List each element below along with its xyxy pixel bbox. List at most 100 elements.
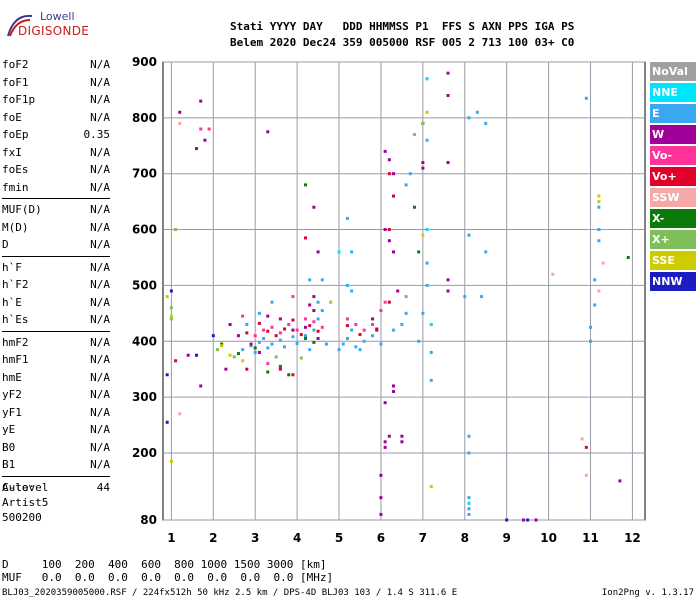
x-tick-label: 11: [582, 531, 599, 545]
divider: [2, 330, 110, 332]
digisonde-logo: Lowell DIGISONDE: [4, 6, 104, 46]
data-point: [345, 216, 349, 220]
y-tick-label: 80: [140, 513, 157, 527]
data-point: [266, 346, 270, 350]
data-point: [421, 311, 425, 315]
data-point: [320, 309, 324, 313]
data-point: [199, 127, 203, 131]
data-point: [429, 484, 433, 488]
data-point: [589, 325, 593, 329]
data-point: [337, 348, 341, 352]
parameter-row: hmE N/A: [2, 369, 110, 387]
parameter-row: hmF1 N/A: [2, 351, 110, 369]
parameter-value: N/A: [90, 295, 110, 309]
divider: [2, 198, 110, 199]
data-point: [257, 321, 261, 325]
data-point: [484, 121, 488, 125]
autoscale-line-1: Auto:: [2, 481, 36, 494]
parameter-group-frequencies: foF2 N/A foF1 N/A foF1p N/A foE N/A foEp 0.35 fxI N…: [2, 56, 110, 196]
x-tick-label: 6: [377, 531, 385, 545]
data-point: [220, 344, 224, 348]
data-point: [266, 314, 270, 318]
x-tick-label: 1: [167, 531, 175, 545]
data-point: [387, 158, 391, 162]
data-point: [383, 300, 387, 304]
data-point: [362, 328, 366, 332]
data-point: [312, 295, 316, 299]
data-point: [593, 303, 597, 307]
legend: NoVal NNE E W Vo- Vo+ SSW X- X+ SSE NNW: [650, 62, 696, 293]
y-tick-label: 500: [132, 278, 157, 292]
parameter-value: N/A: [90, 423, 110, 436]
parameter-name: h`F: [2, 260, 22, 274]
data-point: [408, 172, 412, 176]
data-point: [446, 94, 450, 98]
data-point: [597, 205, 601, 209]
data-point: [291, 373, 295, 377]
parameter-row: yF1 N/A: [2, 404, 110, 422]
y-tick-label: 400: [132, 334, 157, 348]
parameter-name: foEp: [2, 128, 29, 141]
x-tick-label: 3: [251, 531, 259, 545]
data-point: [429, 350, 433, 354]
parameter-row: foEp 0.35: [2, 126, 110, 144]
data-point: [291, 318, 295, 322]
parameter-name: hmE: [2, 370, 22, 384]
data-point: [199, 384, 203, 388]
data-point: [287, 373, 291, 377]
parameter-name: MUF(D): [2, 203, 42, 216]
data-point: [278, 364, 282, 368]
parameter-row: h`E N/A: [2, 294, 110, 312]
data-point: [345, 283, 349, 287]
data-point: [345, 317, 349, 321]
data-point: [270, 300, 274, 304]
data-point: [387, 228, 391, 232]
divider: [2, 475, 110, 477]
parameter-row: yE N/A: [2, 421, 110, 439]
parameter-name: yF2: [2, 388, 22, 401]
data-point: [169, 289, 173, 293]
data-point: [392, 384, 396, 388]
data-point: [249, 342, 253, 346]
data-point: [241, 359, 245, 363]
data-point: [421, 233, 425, 237]
parameter-name: hmF1: [2, 353, 29, 366]
parameter-name: yF1: [2, 405, 22, 419]
data-point: [320, 278, 324, 282]
parameter-value: N/A: [90, 220, 110, 234]
data-point: [304, 183, 308, 187]
legend-item: Vo-: [650, 146, 696, 165]
data-point: [383, 228, 387, 232]
data-point: [467, 116, 471, 120]
data-point: [186, 353, 190, 357]
data-point: [383, 445, 387, 449]
data-point: [467, 512, 471, 516]
parameter-row: foF1p N/A: [2, 91, 110, 109]
data-point: [350, 289, 354, 293]
distance-row: D 100 200 400 600 800 1000 1500 3000 [km…: [2, 558, 327, 571]
data-point: [425, 283, 429, 287]
data-point: [241, 314, 245, 318]
data-point: [174, 359, 178, 363]
data-point: [169, 459, 173, 463]
data-point: [178, 412, 182, 416]
data-point: [392, 172, 396, 176]
legend-item: X-: [650, 209, 696, 228]
data-point: [169, 317, 173, 321]
data-point: [245, 367, 249, 371]
data-point: [262, 336, 266, 340]
data-point: [371, 317, 375, 321]
ionogram-chart: 1 2 3 4 5 6 7 8 9 10 11 128020030040050060070080090…: [132, 55, 646, 545]
data-point: [626, 255, 630, 259]
data-point: [400, 323, 404, 327]
legend-item: NoVal: [650, 62, 696, 81]
parameter-row: MUF(D) N/A: [2, 201, 110, 219]
data-point: [316, 336, 320, 340]
data-point: [178, 121, 182, 125]
data-point: [195, 147, 199, 151]
data-point: [463, 295, 467, 299]
data-point: [295, 328, 299, 332]
x-tick-label: 7: [419, 531, 427, 545]
x-tick-label: 2: [209, 531, 217, 545]
data-point: [278, 367, 282, 371]
